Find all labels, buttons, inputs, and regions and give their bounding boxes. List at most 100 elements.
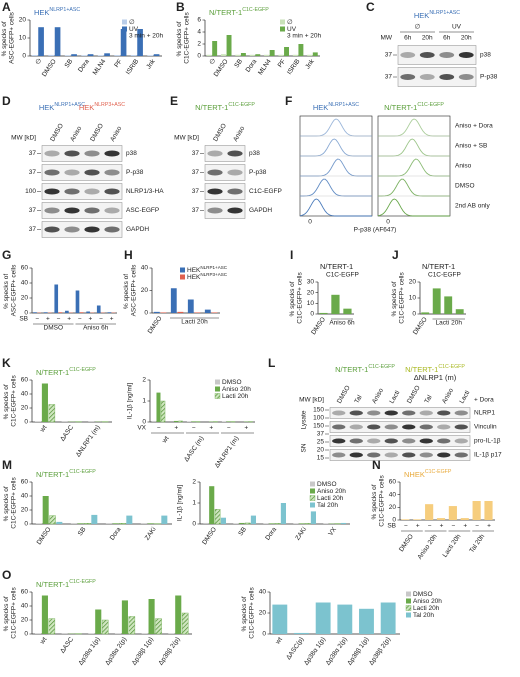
blot-band [349, 410, 363, 416]
mw-value: 100 [25, 188, 36, 195]
legend-label: Aniso 20h [413, 598, 442, 605]
lane-label: DMSO [336, 384, 352, 404]
histogram-curve [378, 138, 450, 157]
legend-label: HEKNLRP3+ASC [187, 272, 228, 281]
y-tick-label: 60 [21, 377, 29, 384]
blot-strip [204, 202, 246, 219]
bar [319, 312, 328, 314]
y-tick-label: 20 [409, 279, 417, 286]
bar [31, 55, 38, 56]
title: N/TERT-1C1C-EGFP [335, 364, 395, 374]
blot-band [332, 424, 346, 430]
blot-band [207, 169, 223, 176]
blot-band [454, 452, 468, 458]
mw-value: 150 [313, 407, 324, 414]
legend-swatch [215, 379, 220, 385]
y-tick-label: 2 [192, 479, 196, 486]
blot-strip [397, 67, 477, 87]
condition-label: UV [452, 24, 462, 31]
bar [278, 54, 284, 56]
bar [299, 523, 305, 524]
bar [472, 501, 481, 520]
bar [264, 54, 270, 56]
label-line: % specks of [241, 595, 248, 632]
y-axis-label: % specks of C1C-EGFP+ cells [289, 272, 303, 324]
legend-text: DMSO [413, 591, 433, 598]
legend-label: Tal 20h [413, 612, 434, 619]
y-tick-label: 0 [262, 631, 266, 638]
legend-label: DMSO [222, 379, 242, 386]
blot-band [104, 150, 120, 157]
group-label: Lacti 20h [181, 319, 208, 326]
legend-label: DMSO [413, 591, 433, 598]
blot-band [367, 438, 381, 444]
bar [107, 312, 112, 313]
title-text: N/TERT-1 [335, 365, 368, 374]
bar [444, 296, 453, 314]
legend-label: UV [287, 26, 297, 33]
blot-band [44, 207, 60, 214]
y-tick-label: 1 [192, 500, 196, 507]
legend-label: HEKNLRP1+ASC [187, 265, 228, 274]
blot-band [207, 188, 223, 195]
bar [249, 54, 255, 56]
legend-text: ∅ [129, 19, 135, 26]
y-axis-label: % specks of C1C-EGFP+ cells [391, 272, 405, 324]
label-line: % specks of [123, 272, 130, 309]
bar [178, 420, 183, 423]
condition-label: DMSO [455, 183, 475, 190]
blot-band [458, 74, 474, 80]
bar [65, 310, 69, 313]
blot-band [402, 410, 416, 416]
mw-value: 37 [385, 74, 393, 81]
y-tick-label: 20 [141, 287, 149, 294]
row-label: SB [19, 316, 28, 323]
legend-text: Tal 20h [413, 612, 434, 619]
bar [307, 54, 313, 56]
bar [114, 633, 122, 634]
y-tick-label: 40 [21, 391, 29, 398]
band-label: IL-1β p17 [474, 452, 502, 459]
blot-strip [41, 221, 123, 238]
subtitle: C1C-EGFP [326, 272, 359, 279]
legend-swatch [309, 495, 316, 501]
bar [240, 53, 246, 56]
histogram-curve [378, 118, 450, 137]
bar [41, 595, 48, 634]
bar [380, 602, 396, 634]
title: HEKNLRP1+ASC [414, 10, 460, 20]
x-tick-label: DMSO [201, 526, 218, 546]
y-axis-label: % specks of C1C-EGFP+ cells [3, 477, 17, 529]
x-tick-label: + [209, 425, 213, 432]
y-tick-label: 0 [24, 631, 28, 638]
legend-swatch [310, 502, 315, 508]
x-tick-label: Dora [245, 58, 259, 74]
y-tick-label: 40 [259, 589, 267, 596]
legend-superscript: NLRP1+ASC [200, 265, 227, 270]
zero-label: 0 [308, 219, 312, 226]
panel-letter: A [2, 0, 11, 14]
x-tick-label: VX [327, 526, 338, 538]
blot-band [437, 424, 451, 430]
legend-text: DMSO [317, 481, 337, 488]
legend-text: DMSO [222, 379, 242, 386]
title: N/TERT-1C1C-EGFP [195, 102, 255, 112]
bar [64, 55, 71, 56]
y-tick-label: 40 [141, 265, 149, 272]
bar [209, 486, 215, 524]
legend-swatch [214, 393, 221, 399]
blot-band [437, 438, 451, 444]
mw-label: MW [380, 35, 392, 42]
x-tick-label: − [57, 316, 61, 323]
blot-band [227, 150, 243, 157]
x-tick-label: + [67, 316, 71, 323]
bar [250, 515, 256, 524]
histogram-curve [299, 198, 372, 217]
x-tick-label: SB [237, 526, 248, 537]
bar [161, 515, 168, 524]
mw-value: 37 [317, 431, 325, 438]
mw-value: 25 [317, 439, 325, 446]
y-tick-label: 20 [259, 610, 267, 617]
x-tick-label: ISRIB [286, 58, 301, 76]
bar [304, 523, 311, 525]
